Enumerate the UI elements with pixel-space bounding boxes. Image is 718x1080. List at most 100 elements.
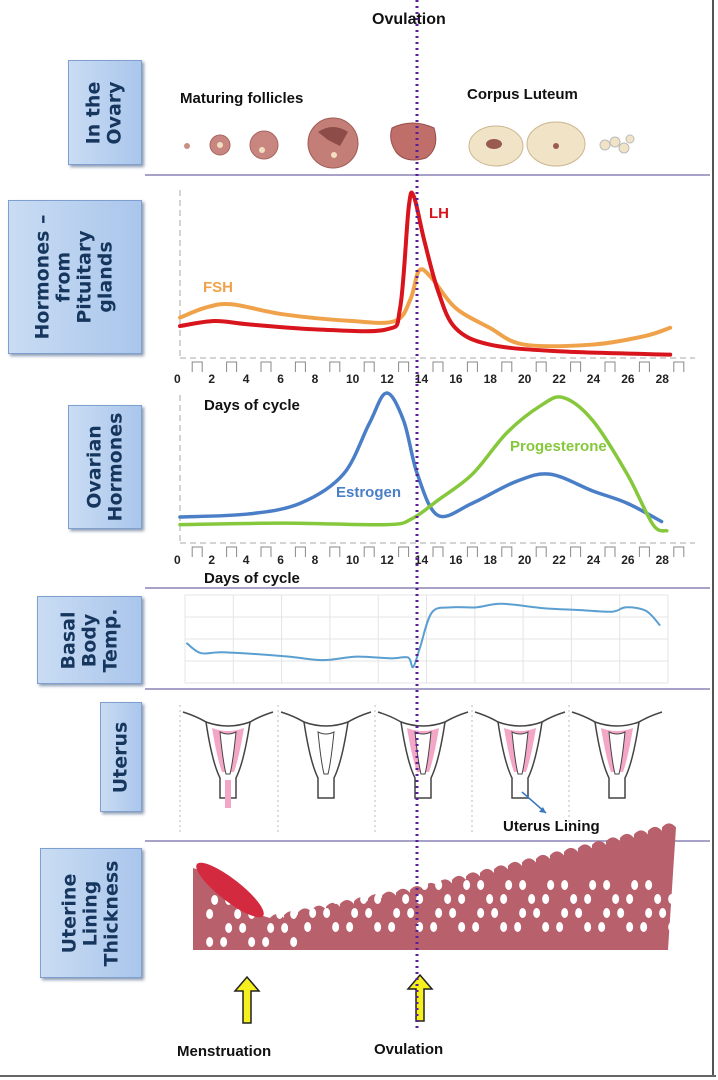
tick-mark: [501, 361, 513, 372]
tick-mark: [329, 546, 341, 557]
bbt-grid: [184, 594, 669, 684]
progesterone-label: Progesterone: [510, 438, 607, 455]
frame-border: [712, 0, 714, 1075]
tick-mark: [501, 546, 513, 557]
estrogen-label: Estrogen: [336, 484, 402, 501]
x-tick-label: 22: [552, 553, 566, 567]
tick-mark: [191, 546, 203, 557]
uterus-icon: [277, 705, 372, 835]
x-axis-label: Days of cycle: [204, 570, 300, 587]
uterus-icon: [374, 705, 469, 835]
x-tick-label: 14: [414, 553, 429, 567]
x-tick-label: 24: [586, 372, 601, 386]
tick-mark: [466, 546, 478, 557]
follicle-images: [184, 117, 635, 169]
ovulation-arrow-icon: [406, 973, 434, 1022]
x-tick-label: 14: [414, 372, 429, 386]
tick-mark: [398, 361, 410, 372]
tick-mark: [226, 546, 238, 557]
x-tick-label: 4: [242, 553, 250, 567]
x-tick-label: 22: [552, 372, 566, 386]
divider: [145, 587, 710, 589]
follicle-icon: [249, 130, 279, 160]
x-tick-label: 0: [174, 372, 181, 386]
divider: [145, 840, 710, 842]
x-tick-label: 24: [586, 553, 601, 567]
x-tick-label: 10: [346, 372, 360, 386]
tick-mark: [535, 361, 547, 372]
ovulation-title: Ovulation: [372, 11, 446, 28]
uterus-lining-label: Uterus Lining: [503, 818, 600, 835]
maturing-follicles-label: Maturing follicles: [180, 90, 304, 107]
corpus-albicans-icon: [599, 134, 635, 154]
tick-mark: [535, 546, 547, 557]
uterine-lining-graphic: [193, 823, 681, 950]
x-tick-label: 16: [449, 372, 463, 386]
x-tick-label: 28: [655, 372, 669, 386]
tick-mark: [604, 546, 616, 557]
menstruation-arrow-icon: [233, 975, 261, 1024]
x-tick-label: 20: [518, 372, 532, 386]
tick-mark: [432, 361, 444, 372]
tick-mark: [294, 546, 306, 557]
tick-mark: [638, 361, 650, 372]
frame-border-bottom: [0, 1075, 716, 1077]
x-tick-label: 6: [277, 372, 284, 386]
divider: [145, 174, 710, 176]
axis-lines: [179, 190, 695, 544]
menstruation-label: Menstruation: [177, 1043, 272, 1060]
tick-mark: [570, 361, 582, 372]
x-tick-label: 26: [621, 553, 635, 567]
x-tick-label: 0: [174, 553, 181, 567]
tick-mark: [432, 546, 444, 557]
label-bbt: Basal Body Temp.: [37, 596, 142, 684]
tick-mark: [260, 546, 272, 557]
label-lining: Uterine Lining Thickness: [40, 848, 142, 978]
x-tick-label: 28: [655, 553, 669, 567]
fsh-label: FSH: [203, 279, 233, 296]
tick-mark: [191, 361, 203, 372]
tick-mark: [363, 546, 375, 557]
tick-mark: [363, 361, 375, 372]
tick-mark: [604, 361, 616, 372]
tick-mark: [294, 361, 306, 372]
x-tick-label: 16: [449, 553, 463, 567]
label-uterus: Uterus: [100, 702, 142, 812]
x-tick-label: 10: [346, 553, 360, 567]
label-ovary: In the Ovary: [68, 60, 142, 165]
x-tick-label: 20: [518, 553, 532, 567]
x-axis-label: Days of cycle: [204, 397, 300, 414]
label-pituitary: Hormones – from Pituitary glands: [8, 200, 142, 354]
follicle-icon: [307, 117, 359, 169]
x-tick-label: 12: [380, 372, 394, 386]
uterus-icon: [568, 705, 663, 835]
x-tick-label: 8: [311, 553, 319, 567]
fsh-curve: [178, 267, 673, 349]
divider: [145, 688, 710, 690]
x-tick-label: 4: [242, 372, 250, 386]
x-tick-label: 18: [483, 372, 497, 386]
shed-lining-icon: [196, 862, 264, 918]
x-tick-label: 2: [208, 553, 216, 567]
tick-mark: [260, 361, 272, 372]
x-tick-label: 6: [277, 553, 284, 567]
x-tick-label: 8: [311, 372, 319, 386]
bbt-curve: [186, 602, 661, 669]
tick-mark: [673, 361, 685, 372]
uterus-icon: [471, 705, 566, 835]
x-tick-label: 26: [621, 372, 635, 386]
follicle-icon: [184, 143, 190, 149]
label-ovarian: Ovarian Hormones: [68, 405, 142, 529]
tick-mark: [570, 546, 582, 557]
progesterone-curve: [178, 395, 669, 533]
estrogen-curve: [178, 391, 664, 524]
tick-mark: [673, 546, 685, 557]
corpus-luteum-label: Corpus Luteum: [467, 86, 578, 103]
lh-label: LH: [429, 205, 449, 222]
tick-mark: [466, 361, 478, 372]
x-tick-label: 2: [208, 372, 216, 386]
tick-mark: [638, 546, 650, 557]
ruptured-follicle-icon: [390, 122, 437, 161]
ovulation-bottom-label: Ovulation: [374, 1041, 444, 1058]
